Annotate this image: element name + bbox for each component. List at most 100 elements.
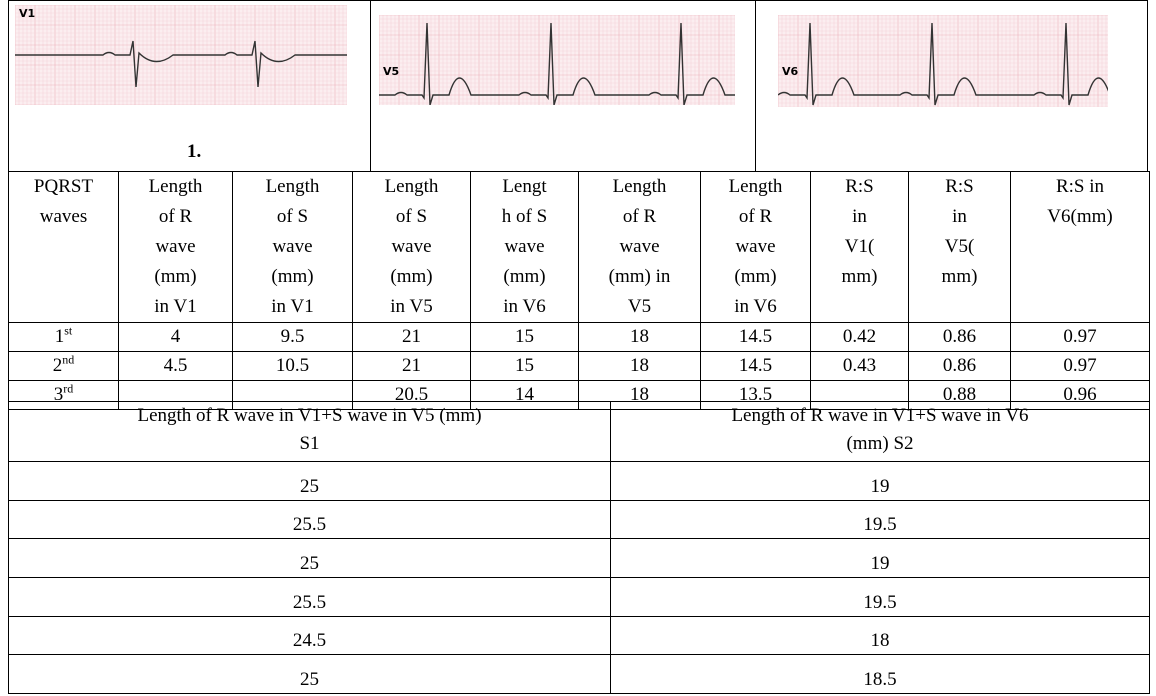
header-line: V6(mm) — [1013, 202, 1147, 232]
header-line: V1( — [813, 232, 906, 262]
rank-number: 2 — [53, 355, 63, 376]
summary-cell: 25.5 — [9, 578, 611, 617]
header-cell: R:SinV5(mm) — [909, 172, 1011, 323]
value-cell: 0.43 — [811, 352, 909, 381]
summary-cell: 18.5 — [611, 655, 1150, 694]
value-cell: 15 — [471, 352, 579, 381]
header-line: Length — [121, 172, 230, 202]
header-line: Length — [703, 172, 808, 202]
value-cell: 0.97 — [1011, 352, 1150, 381]
header-line: Length — [581, 172, 698, 202]
value-cell: 10.5 — [233, 352, 353, 381]
header-line: of R — [703, 202, 808, 232]
summary-cell: 19.5 — [611, 500, 1150, 539]
header-line: of R — [581, 202, 698, 232]
header-line: (mm) — [473, 262, 576, 292]
header-line: (mm) in — [581, 262, 698, 292]
header-line: Length — [355, 172, 468, 202]
lead-label: V5 — [383, 65, 399, 78]
ecg-strip: V5 — [379, 15, 735, 105]
summary-header-cell: Length of R wave in V1+S wave in V6(mm) … — [611, 402, 1150, 462]
summary-cell: 19 — [611, 462, 1150, 501]
header-line: in V1 — [121, 292, 230, 322]
header-cell: Lengthof Rwave(mm)in V1 — [119, 172, 233, 323]
ecg-paper — [778, 15, 1108, 107]
header-line: (mm) — [355, 262, 468, 292]
header-line: in — [813, 202, 906, 232]
header-line: in V6 — [703, 292, 808, 322]
rank-cell: 1st — [9, 323, 119, 352]
summary-cell: 19.5 — [611, 578, 1150, 617]
summary-cell: 19 — [611, 539, 1150, 578]
value-cell: 14.5 — [701, 323, 811, 352]
header-line: Length — [235, 172, 350, 202]
header-line: wave — [121, 232, 230, 262]
value-cell: 14.5 — [701, 352, 811, 381]
value-cell: 0.86 — [909, 323, 1011, 352]
header-line: wave — [355, 232, 468, 262]
summary-header-cell: Length of R wave in V1+S wave in V5 (mm)… — [9, 402, 611, 462]
header-line: in V5 — [355, 292, 468, 322]
rank-cell: 2nd — [9, 352, 119, 381]
header-line: of R — [121, 202, 230, 232]
value-cell: 4.5 — [119, 352, 233, 381]
value-cell: 0.86 — [909, 352, 1011, 381]
header-line: (mm) — [235, 262, 350, 292]
header-line: wave — [581, 232, 698, 262]
summary-table: Length of R wave in V1+S wave in V5 (mm)… — [8, 401, 1150, 694]
header-line: in V6 — [473, 292, 576, 322]
header-line: in V1 — [235, 292, 350, 322]
value-cell: 0.97 — [1011, 323, 1150, 352]
rank-suffix: nd — [62, 353, 74, 367]
ecg-row: V1 1. V5 V6 — [8, 0, 1148, 172]
header-line: wave — [473, 232, 576, 262]
value-cell: 21 — [353, 323, 471, 352]
ecg-cell: V5 — [371, 1, 756, 171]
header-line: Length of R wave in V1+S wave in V5 (mm) — [11, 402, 608, 430]
summary-cell: 18 — [611, 616, 1150, 655]
summary-cell: 25.5 — [9, 500, 611, 539]
value-cell: 18 — [579, 352, 701, 381]
header-line: waves — [11, 202, 116, 232]
header-line: (mm) S2 — [613, 430, 1147, 458]
header-line: PQRST — [11, 172, 116, 202]
header-line: mm) — [813, 262, 906, 292]
lead-label: V1 — [19, 7, 35, 20]
rank-number: 1 — [55, 326, 65, 347]
value-cell: 15 — [471, 323, 579, 352]
ecg-cell: V1 1. — [9, 1, 371, 171]
rank-suffix: rd — [63, 382, 73, 396]
header-line: V5( — [911, 232, 1008, 262]
caption: 1. — [187, 141, 201, 163]
header-cell: Lengthof Rwave(mm)in V6 — [701, 172, 811, 323]
header-line: R:S — [813, 172, 906, 202]
header-line: of S — [355, 202, 468, 232]
value-cell: 4 — [119, 323, 233, 352]
summary-cell: 25 — [9, 655, 611, 694]
header-line: of S — [235, 202, 350, 232]
header-line: R:S in — [1013, 172, 1147, 202]
summary-cell: 25 — [9, 539, 611, 578]
header-line: wave — [235, 232, 350, 262]
ecg-strip: V1 — [15, 5, 347, 105]
summary-cell: 24.5 — [9, 616, 611, 655]
header-line: in — [911, 202, 1008, 232]
ecg-strip: V6 — [778, 15, 1108, 107]
